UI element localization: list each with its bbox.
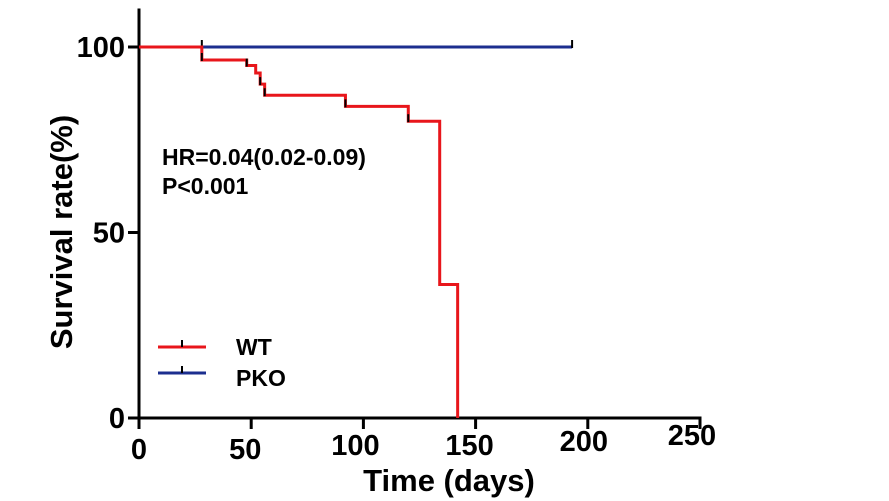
x-tick-label: 250 bbox=[668, 420, 716, 452]
p-value-annotation: P<0.001 bbox=[162, 173, 249, 199]
legend-pko-label: PKO bbox=[236, 365, 286, 391]
y-tick-label: 100 bbox=[77, 32, 125, 64]
legend-wt-label: WT bbox=[236, 334, 272, 360]
legend-item-pko: PKO bbox=[158, 365, 286, 391]
x-tick-label: 100 bbox=[331, 430, 379, 462]
series-wt-line bbox=[139, 45, 460, 418]
legend: WT PKO bbox=[158, 334, 286, 391]
y-axis-title: Survival rate(%) bbox=[44, 115, 79, 349]
x-tick-label: 0 bbox=[131, 434, 147, 466]
x-tick-label: 50 bbox=[229, 434, 261, 466]
x-tick-label: 200 bbox=[560, 426, 608, 458]
legend-item-wt: WT bbox=[158, 334, 272, 360]
axes: 0 50 100 150 200 250 0 50 100 bbox=[77, 8, 716, 466]
x-ticks: 0 50 100 150 200 250 bbox=[131, 418, 716, 466]
y-tick-label: 0 bbox=[109, 403, 125, 435]
y-tick-label: 50 bbox=[93, 218, 125, 250]
x-axis-title: Time (days) bbox=[363, 463, 535, 498]
series-layer bbox=[139, 40, 574, 418]
y-ticks: 0 50 100 bbox=[77, 32, 139, 435]
x-tick-label: 150 bbox=[445, 430, 493, 462]
hazard-ratio-annotation: HR=0.04(0.02-0.09) bbox=[162, 144, 366, 170]
